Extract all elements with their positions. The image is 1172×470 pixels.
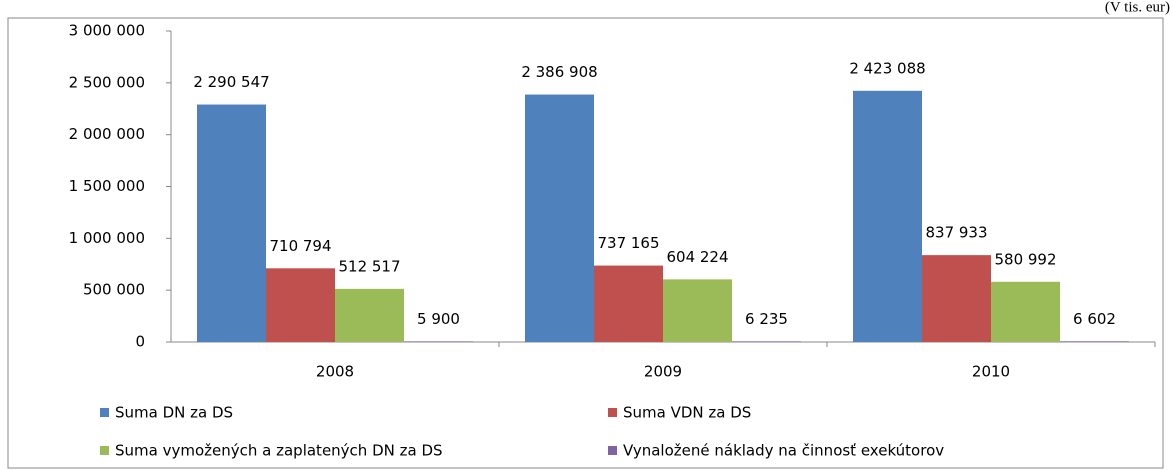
x-tick-label: 2009 bbox=[644, 363, 682, 381]
bar bbox=[404, 341, 473, 342]
data-label: 2 386 908 bbox=[521, 63, 597, 81]
x-tick-label: 2010 bbox=[972, 363, 1010, 381]
x-tick-label: 2008 bbox=[316, 363, 354, 381]
y-tick-label: 2 000 000 bbox=[69, 125, 145, 143]
bar bbox=[991, 281, 1060, 342]
bar bbox=[266, 268, 335, 342]
bar bbox=[922, 255, 991, 342]
legend-label: Vynaložené náklady na činnosť exekútorov bbox=[623, 442, 944, 460]
legend-swatch bbox=[100, 446, 109, 455]
bar bbox=[335, 288, 404, 342]
y-tick-label: 1 000 000 bbox=[69, 229, 145, 247]
data-label: 604 224 bbox=[666, 248, 728, 266]
data-label: 5 900 bbox=[417, 310, 460, 328]
data-label: 737 165 bbox=[597, 234, 659, 252]
data-label: 2 423 088 bbox=[849, 59, 925, 77]
y-tick-label: 3 000 000 bbox=[69, 22, 145, 40]
data-label: 580 992 bbox=[994, 250, 1056, 268]
y-tick-label: 0 bbox=[135, 333, 145, 351]
legend-label: Suma vymožených a zaplatených DN za DS bbox=[115, 442, 443, 460]
bar bbox=[594, 265, 663, 342]
y-tick-label: 500 000 bbox=[83, 281, 145, 299]
legend-label: Suma VDN za DS bbox=[623, 404, 751, 422]
bar bbox=[1060, 341, 1129, 342]
bar bbox=[525, 94, 594, 342]
bar bbox=[197, 104, 266, 342]
legend-label: Suma DN za DS bbox=[115, 404, 233, 422]
legend-swatch bbox=[100, 408, 109, 417]
y-tick-label: 1 500 000 bbox=[69, 177, 145, 195]
data-label: 2 290 547 bbox=[193, 73, 269, 91]
data-label: 6 235 bbox=[745, 310, 788, 328]
bar bbox=[663, 279, 732, 342]
unit-note: (V tis. eur) bbox=[1105, 0, 1170, 15]
bar bbox=[732, 341, 801, 342]
data-label: 710 794 bbox=[269, 237, 331, 255]
data-label: 6 602 bbox=[1073, 310, 1116, 328]
y-tick-label: 2 500 000 bbox=[69, 73, 145, 91]
data-label: 837 933 bbox=[925, 224, 987, 242]
data-label: 512 517 bbox=[338, 257, 400, 275]
legend-swatch bbox=[608, 446, 617, 455]
bar bbox=[853, 90, 922, 342]
legend-swatch bbox=[608, 408, 617, 417]
